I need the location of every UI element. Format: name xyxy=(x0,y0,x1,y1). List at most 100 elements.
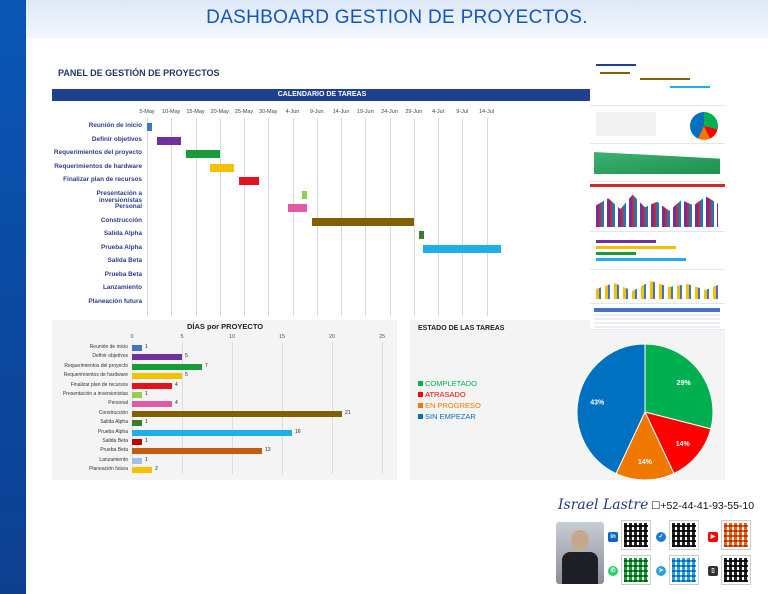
x-tick: 25 xyxy=(378,334,386,340)
thumb-area-chart xyxy=(590,146,725,182)
youtube-icon[interactable]: ▶ xyxy=(708,532,718,542)
left-accent-strip xyxy=(0,0,26,594)
thumb-small-columns xyxy=(590,272,725,304)
task-label: Salida Beta xyxy=(107,257,142,264)
task-label: Construcción xyxy=(100,216,142,224)
x-tick: 15 xyxy=(278,334,286,340)
bar xyxy=(132,392,142,398)
telegram-icon[interactable]: ➤ xyxy=(656,566,666,576)
legend-swatch xyxy=(418,414,423,419)
bar xyxy=(132,373,182,380)
date-label: 9-Jul xyxy=(456,109,469,115)
bar-value-label: 2 xyxy=(155,466,158,473)
legend-swatch xyxy=(418,403,423,408)
gantt-bar xyxy=(210,163,235,172)
verified-icon: ✓ xyxy=(656,532,666,542)
bar-category-label: Requerimientos del proyecto xyxy=(64,362,128,369)
gantt-bar xyxy=(147,123,152,131)
bar-category-label: Reunión de inicio xyxy=(89,344,128,350)
days-bar-chart: DÍAS por PROYECTO 0 5 10 15 20 25 Reunión de i… xyxy=(52,320,397,480)
x-tick: 0 xyxy=(130,334,134,340)
gantt-panel: PANEL DE GESTIÓN DE PROYECTOS CALENDARIO… xyxy=(52,58,592,320)
header: DASHBOARD GESTION DE PROYECTOS. xyxy=(26,0,768,38)
grid-line xyxy=(341,118,342,316)
pie-data-label: 14% xyxy=(638,459,653,466)
status-pie-chart: ESTADO DE LAS TAREAS 29% 14% 14% 43% COMPLE… xyxy=(410,320,725,480)
bar-category-label: Salida Beta xyxy=(102,438,128,444)
x-gridline xyxy=(332,342,333,474)
thumb-bar-chart xyxy=(590,234,725,270)
bar-category-label: Salida Alpha xyxy=(100,419,128,426)
qr-code-youtube xyxy=(721,520,751,550)
grid-line xyxy=(268,118,270,316)
x-gridline xyxy=(132,342,133,474)
thumb-gantt xyxy=(590,58,725,106)
x-gridline xyxy=(232,342,233,474)
bar-category-label: Prueba Beta xyxy=(100,447,128,454)
bar xyxy=(132,467,152,474)
whatsapp-icon[interactable]: ✆ xyxy=(608,566,618,576)
grid-line xyxy=(365,118,367,316)
legend-label: COMPLETADO xyxy=(425,379,477,388)
task-label: Planeación futura xyxy=(88,297,142,305)
gantt-bar xyxy=(423,244,502,253)
bar-value-label: 5 xyxy=(185,353,188,360)
pie-slice xyxy=(644,343,714,430)
date-label: 14-Jun xyxy=(332,109,350,115)
task-label: Requerimientos de hardware xyxy=(54,162,142,170)
task-label: Presentación a inversionistas xyxy=(96,189,142,204)
bar xyxy=(132,410,342,417)
x-gridline xyxy=(282,342,283,474)
pie-data-label: 43% xyxy=(590,399,605,406)
bar xyxy=(132,401,172,408)
task-label: Prueba Beta xyxy=(104,270,142,278)
gantt-bar xyxy=(418,231,424,239)
date-label: 24-Jun xyxy=(381,109,398,115)
x-tick: 10 xyxy=(228,334,236,340)
date-label: 14-Jul xyxy=(479,109,494,115)
legend-swatch xyxy=(418,392,423,397)
bar-value-label: 1 xyxy=(145,419,148,426)
gantt-bar xyxy=(185,150,220,158)
bar xyxy=(132,345,142,351)
date-label: 25-May xyxy=(234,109,254,115)
grid-line xyxy=(219,118,221,316)
pie-chart-title: ESTADO DE LAS TAREAS xyxy=(418,325,505,332)
phone-number: ☐+52-44-41-93-55-10 xyxy=(651,500,754,512)
x-tick: 5 xyxy=(180,334,184,340)
date-label: 19-Jun xyxy=(356,109,374,115)
grid-line xyxy=(292,118,294,316)
qr-code-telegram xyxy=(669,555,699,585)
page-title: DASHBOARD GESTION DE PROYECTOS. xyxy=(206,7,588,28)
legend-item: EN PROGRESO xyxy=(418,401,481,410)
bar-value-label: 16 xyxy=(295,428,301,435)
bar-category-label: Lanzamiento xyxy=(99,456,128,463)
thumbnail-strip xyxy=(590,58,725,330)
bar xyxy=(132,448,262,455)
date-label: 10-May xyxy=(162,109,181,115)
grid-line xyxy=(316,118,318,316)
bar-category-label: Requerimientos de hardware xyxy=(63,372,128,379)
grid-line xyxy=(147,118,148,316)
x-gridline xyxy=(182,342,183,474)
date-label: 4-Jun xyxy=(285,109,300,115)
panel-title: PANEL DE GESTIÓN DE PROYECTOS xyxy=(58,68,220,78)
gantt-bar xyxy=(156,136,181,145)
pie-data-label: 14% xyxy=(676,441,691,448)
qr-code-linkedin xyxy=(621,520,651,550)
bar-category-label: Presentación a inversionistas xyxy=(62,391,128,397)
bar xyxy=(132,363,202,370)
pie-data-label: 29% xyxy=(677,380,692,387)
task-label: Salida Alpha xyxy=(103,230,142,237)
gantt-bar xyxy=(302,190,308,199)
calendar-title-bar: CALENDARIO DE TAREAS xyxy=(52,89,592,101)
legend-label: ATRASADO xyxy=(425,390,466,399)
bar-chart-title: DÍAS por PROYECTO xyxy=(187,322,264,331)
bar xyxy=(132,354,182,361)
linkedin-icon[interactable]: in xyxy=(608,532,618,542)
pie-slice xyxy=(576,343,646,475)
bar-category-label: Planeación futura xyxy=(89,466,128,473)
task-label: Personal xyxy=(115,203,142,210)
task-label: Definir objetivos xyxy=(91,135,142,143)
legend-item: ATRASADO xyxy=(418,390,466,399)
